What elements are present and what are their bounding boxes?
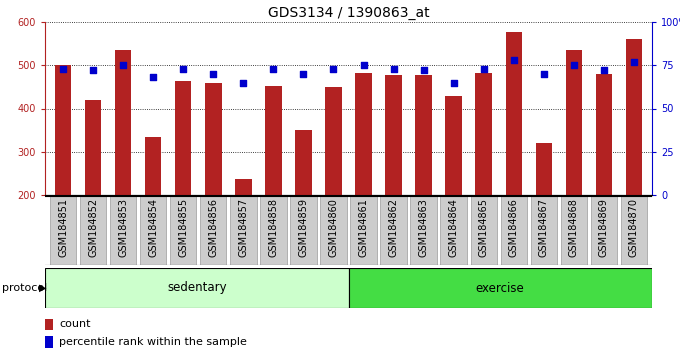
Bar	[290, 196, 317, 265]
Bar	[325, 87, 342, 195]
Bar	[55, 65, 71, 195]
Bar	[115, 50, 131, 195]
Point	[88, 68, 99, 73]
Point	[598, 68, 609, 73]
Bar	[621, 196, 647, 265]
Point	[568, 62, 579, 68]
Text: GSM184852: GSM184852	[88, 198, 98, 257]
Point	[448, 80, 459, 85]
Bar	[441, 196, 467, 265]
Bar	[320, 196, 347, 265]
Bar	[380, 196, 407, 265]
Point	[509, 57, 520, 63]
Bar	[500, 196, 527, 265]
Text: ▶: ▶	[39, 283, 47, 293]
Bar	[355, 73, 372, 195]
Bar	[85, 100, 101, 195]
Point	[478, 66, 489, 72]
Point	[539, 71, 549, 77]
Text: GSM184868: GSM184868	[569, 198, 579, 257]
Text: GSM184856: GSM184856	[208, 198, 218, 257]
Text: GSM184866: GSM184866	[509, 198, 519, 257]
Text: sedentary: sedentary	[167, 281, 226, 295]
Text: GSM184864: GSM184864	[449, 198, 459, 257]
Point	[328, 66, 339, 72]
Text: percentile rank within the sample: percentile rank within the sample	[59, 337, 247, 347]
Text: GSM184862: GSM184862	[388, 198, 398, 257]
Text: GSM184857: GSM184857	[238, 198, 248, 257]
Bar	[45, 268, 348, 308]
Point	[208, 71, 219, 77]
Bar	[471, 196, 497, 265]
Bar	[596, 74, 612, 195]
Text: GSM184863: GSM184863	[419, 198, 428, 257]
Bar	[626, 39, 642, 195]
Text: GSM184867: GSM184867	[539, 198, 549, 257]
Text: GSM184860: GSM184860	[328, 198, 339, 257]
Text: GSM184853: GSM184853	[118, 198, 128, 257]
Point	[148, 75, 158, 80]
Bar	[386, 75, 402, 195]
Text: GSM184858: GSM184858	[269, 198, 278, 257]
Bar	[295, 130, 311, 195]
Bar	[230, 196, 256, 265]
Text: GSM184854: GSM184854	[148, 198, 158, 257]
Bar	[591, 196, 617, 265]
Text: GSM184851: GSM184851	[58, 198, 68, 257]
Bar	[566, 50, 582, 195]
Bar	[140, 196, 167, 265]
Point	[118, 62, 129, 68]
Point	[268, 66, 279, 72]
Point	[418, 68, 429, 73]
Point	[298, 71, 309, 77]
Text: GSM184870: GSM184870	[629, 198, 639, 257]
Text: GSM184855: GSM184855	[178, 198, 188, 257]
Text: count: count	[59, 319, 90, 329]
Bar	[560, 196, 587, 265]
Bar	[110, 196, 137, 265]
Text: GSM184869: GSM184869	[599, 198, 609, 257]
Bar	[411, 196, 437, 265]
Bar	[475, 73, 492, 195]
Text: protocol: protocol	[2, 283, 48, 293]
Bar	[80, 196, 106, 265]
Bar	[45, 319, 53, 330]
Bar	[350, 196, 377, 265]
Point	[177, 66, 188, 72]
Bar	[265, 86, 282, 195]
Bar	[205, 82, 222, 195]
Title: GDS3134 / 1390863_at: GDS3134 / 1390863_at	[268, 6, 429, 19]
Point	[628, 59, 639, 65]
Bar	[50, 196, 76, 265]
Text: GSM184859: GSM184859	[299, 198, 309, 257]
Bar	[260, 196, 286, 265]
Bar	[170, 196, 197, 265]
Bar	[536, 143, 552, 195]
Bar	[445, 96, 462, 195]
Bar	[530, 196, 557, 265]
Bar	[348, 268, 652, 308]
Bar	[45, 336, 53, 348]
Text: GSM184865: GSM184865	[479, 198, 489, 257]
Text: exercise: exercise	[476, 281, 525, 295]
Text: GSM184861: GSM184861	[358, 198, 369, 257]
Point	[358, 62, 369, 68]
Bar	[175, 81, 192, 195]
Bar	[505, 32, 522, 195]
Point	[388, 66, 399, 72]
Bar	[235, 178, 252, 195]
Point	[58, 66, 69, 72]
Bar	[145, 137, 161, 195]
Point	[238, 80, 249, 85]
Bar	[200, 196, 226, 265]
Bar	[415, 75, 432, 195]
